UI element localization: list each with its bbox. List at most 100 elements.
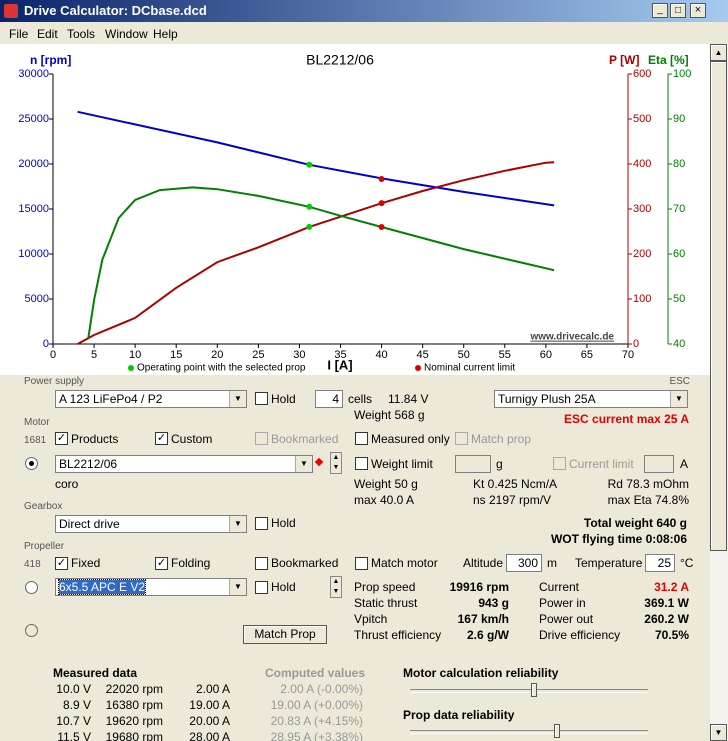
checkbox-label: Hold (271, 516, 296, 530)
checkbox-label: Products (71, 432, 119, 446)
checkbox-label: Bookmarked (271, 556, 339, 570)
select-text: A 123 LiFePo4 / P2 (59, 392, 163, 406)
checkbox-label: Custom (171, 432, 213, 446)
close-button[interactable]: × (690, 3, 706, 18)
legend-label: Operating point with the selected prop (137, 363, 306, 374)
radio-button[interactable] (25, 457, 38, 470)
scroll-thumb[interactable] (710, 61, 727, 551)
marker (314, 457, 324, 467)
maximize-button[interactable]: □ (670, 3, 686, 18)
checkbox[interactable] (255, 432, 268, 445)
dropdown-arrow: ▼ (295, 456, 312, 472)
y-tick-label: 25000 (18, 113, 49, 125)
spinner[interactable]: ▲ ▼ (330, 576, 342, 598)
prop-select[interactable]: 6x5.5 APC E V2 ▼ (55, 578, 247, 596)
nominal-limit-marker (378, 224, 385, 230)
checkbox[interactable] (355, 457, 368, 470)
current-limit-input[interactable] (644, 455, 674, 473)
checkbox[interactable]: ✓ (55, 557, 68, 570)
weight-limit-input[interactable] (455, 455, 491, 473)
result-label: Power in (539, 596, 586, 610)
spinner[interactable]: ▲ ▼ (330, 452, 342, 474)
table-cell: 20.00 A (189, 714, 230, 728)
unit: A (680, 457, 689, 471)
x-tick-label: 65 (581, 349, 593, 361)
checkbox[interactable] (355, 432, 368, 445)
y3-tick-label: 100 (673, 68, 691, 80)
gearbox-select[interactable]: Direct drive ▼ (55, 515, 247, 533)
series-line (87, 186, 555, 339)
x-axis-label: I [A] (327, 357, 352, 372)
checkbox[interactable] (553, 457, 566, 470)
checkbox[interactable] (255, 392, 268, 405)
result-value: 167 km/h (457, 612, 509, 626)
slider-thumb[interactable] (554, 724, 560, 738)
result-label: Current (539, 580, 580, 594)
checkbox-label: Match prop (471, 432, 532, 446)
minimize-button[interactable]: _ (652, 3, 668, 18)
esc-select[interactable]: Turnigy Plush 25A ▼ (494, 390, 688, 408)
x-tick-label: 0 (50, 349, 56, 361)
y2-tick-label: 0 (633, 338, 639, 350)
app-icon (4, 4, 18, 18)
checkbox[interactable] (355, 557, 368, 570)
result-value: 260.2 W (644, 612, 689, 626)
temperature-input[interactable]: 25 (645, 554, 675, 572)
scrollbar[interactable]: ▲ ▼ (710, 44, 728, 741)
altitude-input[interactable]: 300 (506, 554, 542, 572)
result-label: Thrust efficiency (354, 628, 442, 642)
checkbox[interactable]: ✓ (155, 432, 168, 445)
table-cell: 11.5 V (57, 730, 91, 741)
battery-select[interactable]: A 123 LiFePo4 / P2 ▼ (55, 390, 247, 408)
match-prop-button[interactable]: Match Prop (243, 625, 327, 644)
checkbox[interactable] (255, 581, 268, 594)
menu-item[interactable]: Help (153, 27, 178, 41)
section-label: Power supply (24, 376, 85, 387)
x-tick-label: 20 (211, 349, 223, 361)
scroll-down[interactable]: ▼ (710, 724, 727, 741)
checkbox[interactable]: ✓ (55, 432, 68, 445)
y-axis-label: n [rpm] (30, 53, 71, 67)
table-cell: 10.7 V (56, 714, 91, 728)
label: Temperature (575, 556, 643, 570)
menu-item[interactable]: Tools (67, 27, 96, 41)
y2-axis-label: P [W] (609, 53, 639, 67)
battery-weight: Weight 568 g (354, 408, 425, 422)
motor-spec: ns 2197 rpm/V (473, 493, 552, 507)
cells-input[interactable]: 4 (315, 390, 343, 408)
y-tick-label: 5000 (25, 293, 49, 305)
chart: 0 5 10 15 20 25 30 35 40 45 50 55 60 65 70050001000015… (0, 44, 710, 375)
prop-count: 418 (24, 559, 41, 570)
motor-select[interactable]: BL2212/06 ▼ (55, 455, 313, 473)
checkbox-label: Measured only (371, 432, 450, 446)
y3-tick-label: 60 (673, 248, 685, 260)
checkbox[interactable] (255, 517, 268, 530)
result-label: Drive efficiency (539, 628, 621, 642)
y3-tick-label: 40 (673, 338, 685, 350)
result-label: Prop speed (354, 580, 416, 594)
slider-thumb[interactable] (531, 683, 537, 697)
total-weight: Total weight 640 g (583, 516, 687, 530)
table-cell: 10.0 V (56, 682, 91, 696)
radio-button[interactable] (25, 624, 38, 637)
radio-button[interactable] (25, 581, 38, 594)
checkbox[interactable] (255, 557, 268, 570)
motor-spec: max Eta 74.8% (607, 493, 689, 507)
y2-tick-label: 200 (633, 248, 651, 260)
scroll-up[interactable]: ▲ (710, 44, 727, 61)
checkbox[interactable] (455, 432, 468, 445)
menu-item[interactable]: Edit (37, 27, 58, 41)
menu-item[interactable]: File (9, 27, 29, 41)
dropdown-arrow: ▼ (229, 579, 246, 595)
dropdown-arrow: ▼ (670, 391, 687, 407)
menu-item[interactable]: Window (105, 27, 148, 41)
voltage: 11.84 V (388, 392, 429, 406)
window-title: Drive Calculator: DCbase.dcd (24, 3, 207, 18)
result-label: Static thrust (354, 596, 418, 610)
menu-bar: File Edit Tools Window Help (0, 22, 728, 44)
nominal-limit-marker (378, 200, 385, 207)
checkbox[interactable]: ✓ (155, 557, 168, 570)
operating-point-marker (306, 203, 313, 210)
table-cell: 28.95 A (+3.38%) (270, 730, 363, 741)
y-tick-label: 30000 (18, 68, 49, 80)
